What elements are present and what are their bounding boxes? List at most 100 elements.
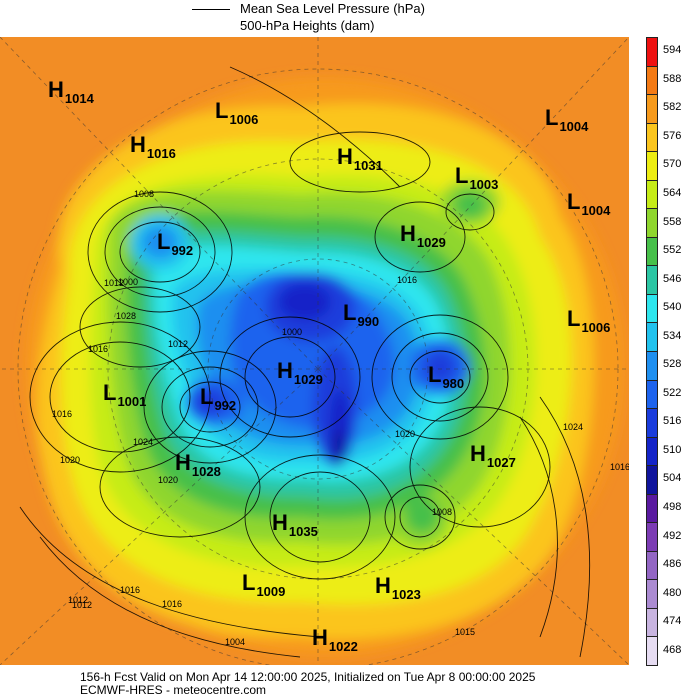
colorbar-label-510: 510	[663, 443, 681, 456]
colorbar-cell-504	[646, 465, 658, 495]
isobar-label: 1016	[397, 275, 418, 285]
isobar-label: 1020	[395, 429, 416, 439]
system-pressure-value: 1004	[581, 203, 611, 218]
high-1023: H1023	[375, 575, 421, 602]
system-type-letter: H	[470, 441, 486, 466]
colorbar-label-480: 480	[663, 586, 681, 599]
isobar-label: 1012	[168, 339, 189, 349]
low-1009: L1009	[242, 570, 285, 599]
colorbar-cell-534	[646, 322, 658, 352]
height-colorbar: 594 588 582 576 570 564 558 552 546 540 534 528 522 5…	[646, 37, 681, 666]
system-pressure-value: 980	[442, 376, 465, 391]
isobar-label: 1024	[133, 437, 154, 447]
system-type-letter: H	[175, 450, 191, 475]
low-980: L980	[428, 364, 464, 391]
isobar-label: 1008	[432, 507, 453, 517]
colorbar-cell-486	[646, 550, 658, 581]
colorbar-label-582: 582	[663, 101, 681, 114]
isobar-label: 1028	[116, 311, 137, 321]
colorbar-cell-588	[646, 65, 658, 96]
colorbar-label-570: 570	[663, 158, 681, 171]
system-type-letter: H	[48, 77, 64, 102]
isobar-label: 1016	[120, 585, 141, 595]
colorbar-cell-558	[646, 208, 658, 238]
colorbar-label-576: 576	[663, 129, 681, 142]
isobar-label: 1004	[225, 637, 246, 647]
colorbar-label-528: 528	[663, 358, 681, 371]
colorbar-cell-522	[646, 379, 658, 410]
isobar-label: 1012	[72, 600, 93, 610]
system-type-letter: H	[337, 144, 353, 169]
isobar-label: 1024	[563, 422, 584, 432]
colorbar-label-534: 534	[663, 329, 681, 342]
system-type-letter: L	[567, 189, 581, 214]
colorbar-label-516: 516	[663, 415, 681, 428]
colorbar-label-546: 546	[663, 272, 681, 285]
system-type-letter: H	[400, 221, 416, 246]
colorbar-cell-564	[646, 179, 658, 210]
isobar-label: 1015	[455, 627, 476, 637]
system-pressure-value: 1028	[191, 464, 221, 479]
low-992-a: L992	[157, 229, 193, 258]
colorbar-cell-492	[646, 522, 658, 552]
colorbar-cell-528	[646, 351, 658, 381]
low-990: L990	[343, 302, 379, 329]
pressure-line-swatch	[192, 8, 230, 10]
colorbar-cell-540	[646, 293, 658, 324]
isobar-label: 1016	[162, 599, 183, 609]
high-1029-b: H1029	[277, 360, 323, 387]
system-pressure-value: 1009	[256, 584, 286, 599]
colorbar-label-492: 492	[663, 529, 681, 542]
high-1022: H1022	[312, 625, 358, 654]
model-source-text: ECMWF-HRES - meteocentre.com	[80, 683, 267, 697]
isobar-label: 1008	[134, 189, 155, 199]
high-1028: H1028	[175, 450, 221, 479]
system-pressure-value: 1029	[293, 372, 323, 387]
low-1004-b: L1004	[567, 189, 610, 218]
system-pressure-value: 1014	[64, 91, 94, 106]
colorbar-cell-468	[646, 636, 658, 666]
system-type-letter: H	[272, 510, 288, 535]
colorbar-label-552: 552	[663, 244, 681, 257]
height-field	[0, 37, 629, 665]
isobar-label: 1020	[158, 475, 179, 485]
isobar-label: 1020	[60, 455, 81, 465]
system-pressure-value: 1016	[146, 146, 176, 161]
isobar-label: 1012	[104, 278, 125, 288]
colorbar-cell-594	[646, 37, 658, 67]
heights-legend-label: 500-hPa Heights (dam)	[240, 18, 375, 33]
high-1014: H1014	[48, 77, 94, 106]
colorbar-label-588: 588	[663, 72, 681, 85]
colorbar-label-540: 540	[663, 301, 681, 314]
system-type-letter: L	[215, 98, 229, 123]
heights-legend-row: 500-hPa Heights (dam)	[192, 18, 374, 34]
system-pressure-value: 1023	[391, 587, 421, 602]
colorbar-cell-570	[646, 151, 658, 181]
pressure-legend-label: Mean Sea Level Pressure (hPa)	[240, 1, 425, 16]
system-pressure-value: 992	[214, 398, 237, 413]
system-type-letter: L	[157, 229, 171, 254]
isobar-label: 1012	[68, 595, 89, 605]
system-type-letter: L	[242, 570, 256, 595]
system-pressure-value: 1035	[288, 524, 318, 539]
colorbar-label-564: 564	[663, 187, 681, 199]
weather-map: H1014 L1006 L1004 H1016 H1031 L1003 L1004 H1029…	[0, 37, 629, 665]
colorbar-label-522: 522	[663, 386, 681, 399]
system-type-letter: L	[200, 384, 214, 409]
low-1006-b: L1006	[567, 306, 610, 335]
colorbar-cell-552	[646, 236, 658, 267]
system-type-letter: L	[567, 306, 581, 331]
system-pressure-value: 1029	[416, 235, 446, 250]
system-pressure-value: 1027	[486, 455, 516, 470]
colorbar-label-468: 468	[663, 643, 681, 656]
system-pressure-value: 1031	[353, 158, 383, 173]
map-legend: Mean Sea Level Pressure (hPa) 500-hPa He…	[0, 0, 681, 36]
colorbar-cell-510	[646, 436, 658, 467]
system-type-letter: H	[312, 625, 328, 650]
colorbar-label-474: 474	[663, 615, 681, 628]
system-pressure-value: 1022	[328, 639, 358, 654]
colorbar-cell-474	[646, 607, 658, 638]
colorbar-cell-576	[646, 122, 658, 153]
system-pressure-value: 1004	[559, 119, 589, 134]
system-pressure-value: 1006	[229, 112, 259, 127]
